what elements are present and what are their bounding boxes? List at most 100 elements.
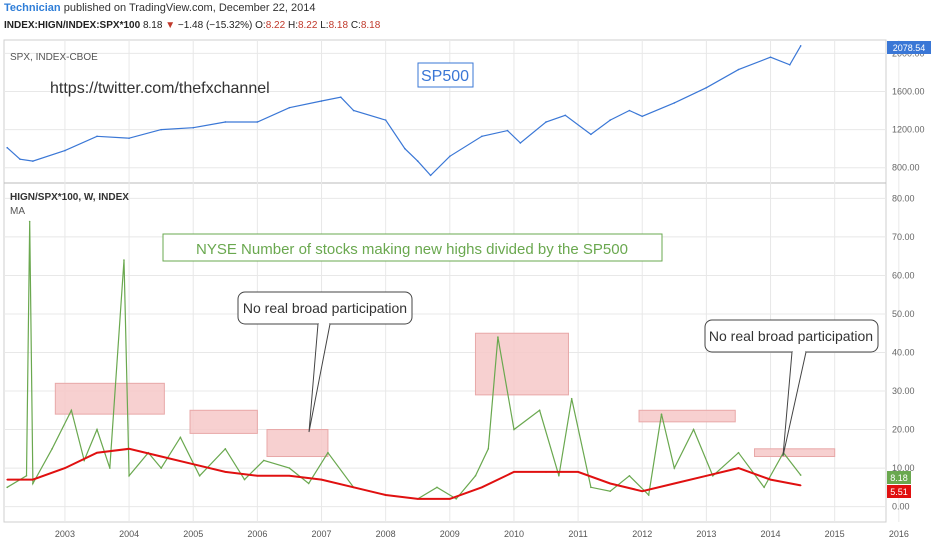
data-point [564, 114, 567, 117]
data-point [96, 428, 98, 431]
x-tick-label: 2016 [889, 529, 909, 539]
data-point [320, 478, 323, 481]
data-point [32, 482, 34, 485]
x-tick-label: 2003 [55, 529, 75, 539]
x-tick-label: 2010 [504, 529, 524, 539]
data-point [570, 397, 573, 400]
data-point [769, 56, 772, 58]
data-point [224, 448, 227, 450]
data-point [609, 482, 611, 485]
y-tick-label: 80.00 [892, 193, 915, 203]
author-link[interactable]: Technician [4, 2, 61, 14]
data-point [763, 486, 765, 489]
x-tick-label: 2005 [183, 529, 203, 539]
data-point [256, 121, 259, 123]
publish-header: Technician published on TradingView.com,… [4, 2, 315, 14]
sp500-title: SP500 [421, 68, 469, 85]
data-point [160, 467, 162, 469]
x-tick-label: 2007 [312, 529, 332, 539]
x-tick-label: 2009 [440, 529, 460, 539]
data-point [70, 409, 73, 412]
y-tick-label: 20.00 [892, 425, 915, 435]
data-point [577, 471, 579, 473]
ratio-value-badge: 8.18 [887, 471, 911, 484]
data-point [487, 448, 490, 450]
spx-line [6, 45, 802, 177]
data-point [799, 484, 802, 487]
data-point [25, 474, 28, 477]
y-tick-label: 800.00 [892, 163, 920, 173]
data-point [590, 133, 592, 136]
data-point [590, 486, 592, 489]
data-point [673, 102, 676, 104]
data-point [737, 467, 740, 469]
data-point [474, 474, 477, 477]
series-lines [6, 45, 802, 500]
data-point [647, 494, 650, 496]
symbol-header: INDEX:HIGN/INDEX:SPX*100 8.18 ▼ −1.48 (−… [4, 20, 380, 31]
data-point [123, 259, 125, 261]
data-point [641, 115, 644, 118]
data-point [513, 428, 515, 431]
svg-text:8.18: 8.18 [890, 473, 908, 483]
data-point [769, 478, 772, 481]
data-point [6, 486, 9, 489]
grid [4, 40, 900, 522]
data-point [737, 451, 740, 454]
data-point [429, 174, 432, 177]
data-point [51, 448, 53, 450]
plot-frame [3, 39, 887, 523]
data-point [799, 474, 802, 476]
y-tick-label: 40.00 [892, 348, 915, 358]
x-axis[interactable]: 2003 2004 2005 2006 2007 2008 2009 2010 2011 2012… [55, 529, 909, 539]
data-point [449, 498, 451, 500]
highlight-box [189, 409, 258, 434]
ma-line [7, 447, 801, 500]
callout-1-text: No real broad participation [243, 300, 407, 316]
svg-text:2078.54: 2078.54 [893, 43, 926, 53]
y-tick-label: 60.00 [892, 270, 915, 280]
spx-price-badge: 2078.54 [887, 41, 931, 54]
data-point [6, 146, 9, 149]
y-tick-label: 0.00 [892, 502, 910, 512]
y-axis[interactable]: 800.001200.001600.002000.000.0010.0020.0… [892, 48, 925, 511]
last-price: 8.18 [142, 20, 163, 31]
data-point [519, 142, 522, 144]
low-label: L: [320, 20, 329, 31]
data-point [673, 482, 676, 485]
symbol-name: INDEX:HIGN/INDEX:SPX*100 [4, 20, 141, 31]
data-point [506, 129, 509, 132]
y-tick-label: 50.00 [892, 309, 915, 319]
highlight-box [474, 332, 569, 396]
data-point [320, 100, 323, 102]
data-point [609, 119, 611, 121]
data-point [192, 463, 195, 466]
data-point [609, 490, 611, 492]
data-point [788, 63, 791, 66]
data-point [307, 482, 310, 485]
data-point [19, 158, 21, 160]
data-point [288, 474, 291, 477]
data-point [538, 409, 541, 412]
data-point [737, 68, 740, 71]
data-point [628, 109, 631, 112]
x-tick-label: 2012 [632, 529, 652, 539]
y-tick-label: 70.00 [892, 232, 915, 242]
data-point [243, 478, 246, 481]
data-point [352, 109, 355, 112]
data-point [705, 86, 708, 89]
data-point [628, 474, 631, 477]
data-point [192, 126, 195, 129]
data-point [660, 413, 663, 415]
data-point [64, 467, 66, 469]
ratio-title-box [162, 233, 663, 262]
data-point [179, 436, 182, 439]
data-point [64, 149, 66, 152]
x-tick-label: 2008 [376, 529, 396, 539]
data-point [705, 474, 708, 477]
ma-label: MA [10, 206, 25, 217]
x-tick-label: 2014 [761, 529, 781, 539]
data-point [352, 486, 355, 489]
down-arrow-icon: ▼ [165, 20, 176, 31]
